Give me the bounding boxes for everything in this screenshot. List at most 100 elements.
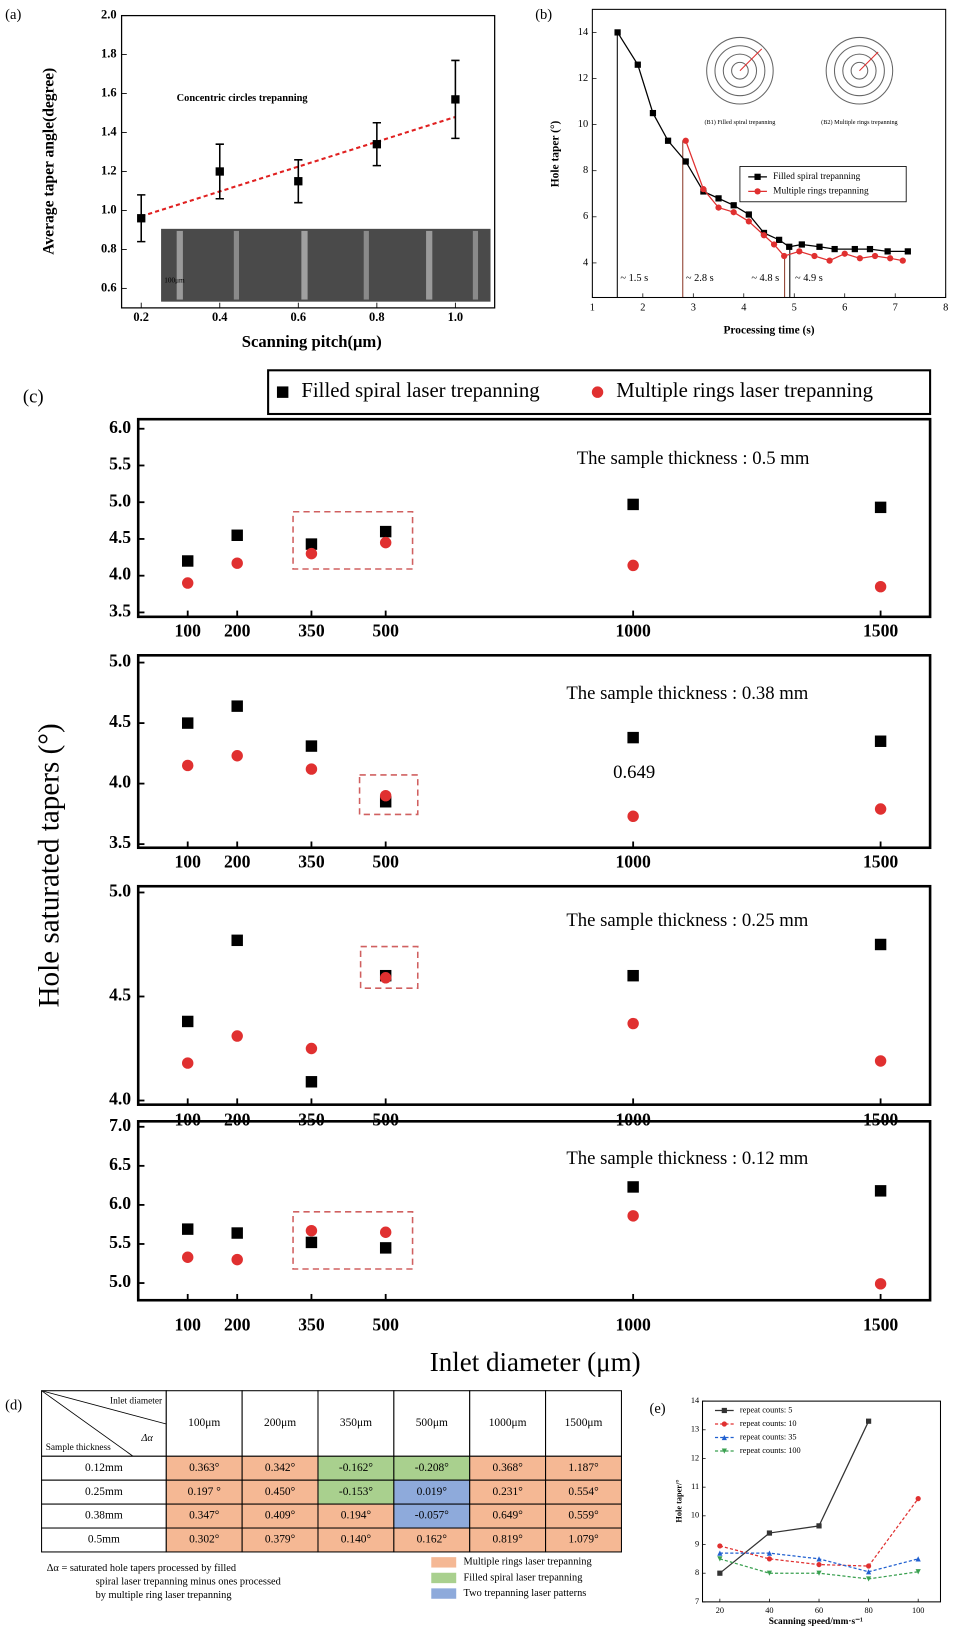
point (373, 140, 381, 148)
series-line (720, 1559, 918, 1579)
legend-label: Two trepanning laser patterns (463, 1588, 586, 1599)
y-tick-label: 4 (583, 257, 589, 268)
point (717, 1543, 722, 1548)
panel-label: (c) (23, 387, 44, 408)
legend-label: Filled spiral trepanning (773, 172, 860, 182)
legend-swatch (431, 1588, 456, 1598)
x-tick-label: 200 (224, 620, 251, 640)
table-note: by multiple ring laser trepanning (96, 1590, 232, 1601)
point (866, 1563, 871, 1568)
x-axis-label: Inlet diameter (μm) (430, 1347, 641, 1377)
x-tick-label: 0.8 (369, 310, 385, 324)
legend-swatch (431, 1557, 456, 1567)
point (182, 717, 193, 728)
point (811, 253, 817, 259)
cell-value: 0.819° (493, 1534, 524, 1546)
inset-stripe (177, 231, 183, 300)
sem-inset (161, 229, 490, 302)
point (816, 244, 822, 250)
y-tick-label: 11 (691, 1482, 699, 1491)
x-tick-label: 3 (691, 302, 696, 313)
x-tick-label: 500 (372, 620, 399, 640)
point (306, 740, 317, 751)
legend-marker (722, 1421, 727, 1426)
series-line (720, 1421, 869, 1573)
panel-label: (b) (535, 7, 552, 23)
legend-marker (754, 174, 760, 180)
y-tick-label: 4.5 (109, 985, 131, 1005)
point (306, 763, 317, 774)
plot-frame (138, 655, 930, 847)
schematic-insets (707, 37, 893, 104)
point (380, 537, 391, 548)
point (867, 246, 873, 252)
x-tick-label: 500 (372, 1109, 399, 1129)
y-tick-label: 12 (578, 73, 588, 84)
plot-frame (592, 9, 945, 297)
point (816, 1562, 821, 1567)
corner-label: Sample thickness (46, 1443, 111, 1453)
legend-marker (592, 386, 603, 397)
row-header: 0.38mm (85, 1510, 123, 1522)
legend-marker (754, 188, 760, 194)
point (875, 939, 886, 950)
x-tick-label: 1000 (615, 1109, 650, 1129)
y-tick-label: 9 (695, 1539, 699, 1548)
time-markers (617, 32, 790, 297)
annotation: 0.649 (613, 762, 655, 783)
point (306, 1237, 317, 1248)
y-tick-label: 10 (578, 119, 588, 130)
point (852, 246, 858, 252)
point (635, 62, 641, 68)
row-header: 0.25mm (85, 1486, 123, 1498)
x-tick-label: 0.4 (212, 310, 228, 324)
x-tick-label: 1 (590, 302, 595, 313)
legend-label: repeat counts: 35 (740, 1432, 797, 1441)
point (717, 1571, 722, 1576)
y-tick-label: 0.8 (101, 241, 117, 255)
point (182, 1016, 193, 1027)
y-tick-label: 3.5 (109, 832, 131, 852)
row-header: 0.5mm (88, 1534, 120, 1546)
point (866, 1419, 871, 1424)
x-axis-label: Scanning speed/mm·s⁻¹ (769, 1617, 863, 1627)
point (683, 138, 689, 144)
point (182, 1252, 193, 1263)
y-tick-label: 6.0 (109, 417, 131, 437)
y-axis-label: Hole taper (°) (550, 120, 562, 187)
cell-value: 1.187° (568, 1462, 599, 1474)
column-header: 200μm (264, 1417, 296, 1429)
cell-value: 0.368° (493, 1462, 524, 1474)
legend-swatch (431, 1573, 456, 1583)
x-tick-label: 100 (174, 1109, 201, 1129)
cell-value: 0.649° (493, 1510, 524, 1522)
y-tick-label: 5.5 (109, 1232, 131, 1252)
point (905, 248, 911, 254)
cell-value: 0.019° (417, 1486, 448, 1498)
y-tick-label: 4.0 (109, 1089, 131, 1109)
point (182, 577, 193, 588)
y-tick-label: 7.0 (109, 1115, 131, 1135)
point (380, 1242, 391, 1253)
x-tick-label: 350 (298, 620, 325, 640)
plot-frame (138, 886, 930, 1104)
point (761, 232, 767, 238)
y-tick-label: 1.8 (101, 46, 117, 60)
point (872, 253, 878, 259)
point (885, 248, 891, 254)
point (231, 750, 242, 761)
x-tick-label: 100 (912, 1606, 924, 1615)
point (614, 29, 620, 35)
point (731, 202, 737, 208)
y-tick-label: 4.5 (109, 711, 131, 731)
cell-value: 0.559° (568, 1510, 599, 1522)
point (627, 499, 638, 510)
legend-marker (722, 1408, 727, 1413)
plot-frame (138, 419, 930, 617)
point (875, 736, 886, 747)
y-tick-label: 12 (691, 1453, 699, 1462)
point (731, 209, 737, 215)
inset-label: (B1) Filled spiral trepanning (704, 119, 775, 126)
legend-label: repeat counts: 10 (740, 1419, 797, 1428)
x-tick-label: 5 (792, 302, 797, 313)
